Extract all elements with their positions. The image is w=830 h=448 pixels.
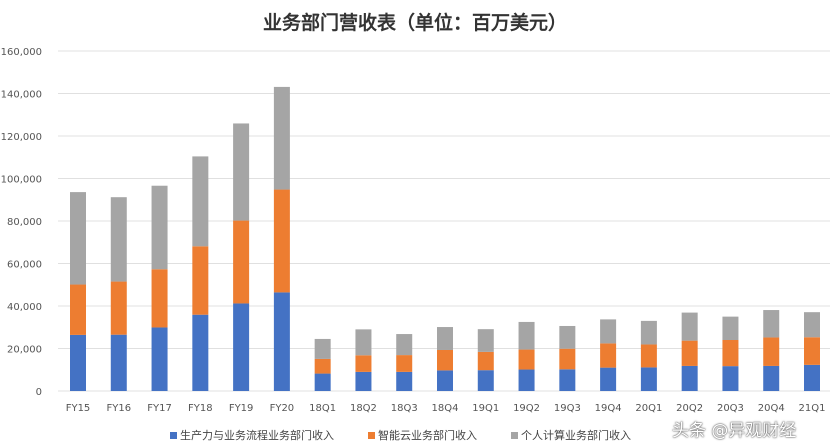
x-tick-label: 20Q2 xyxy=(676,403,703,414)
bar-segment-18Q2-s0 xyxy=(355,371,372,391)
x-tick-label: FY16 xyxy=(106,403,131,414)
bar-segment-18Q3-s2 xyxy=(396,334,413,356)
bar-segment-FY18-s1 xyxy=(192,246,209,315)
bar-segment-FY19-s0 xyxy=(233,303,250,391)
x-tick-label: 20Q1 xyxy=(635,403,662,414)
bar-segment-20Q1-s0 xyxy=(640,367,657,391)
bar-segment-20Q4-s2 xyxy=(763,310,780,338)
x-tick-label: FY17 xyxy=(147,403,172,414)
bar-segment-20Q2-s1 xyxy=(681,340,698,366)
bar-segment-19Q1-s1 xyxy=(477,351,494,371)
x-tick-label: 19Q3 xyxy=(554,403,581,414)
bar-segment-19Q2-s1 xyxy=(518,349,535,370)
bar-segment-FY16-s1 xyxy=(110,281,127,335)
legend-swatch xyxy=(511,431,518,439)
bar-segment-FY18-s2 xyxy=(192,156,209,247)
bar-segment-18Q1-s2 xyxy=(314,338,331,359)
bar-segment-19Q2-s2 xyxy=(518,321,535,350)
bar-segment-FY17-s0 xyxy=(151,327,168,391)
x-tick-label: FY18 xyxy=(188,403,213,414)
legend-label: 个人计算业务部门收入 xyxy=(521,429,631,442)
bar-segment-21Q1-s0 xyxy=(804,364,820,391)
bar-segment-18Q2-s2 xyxy=(355,329,372,356)
bar-segment-FY17-s1 xyxy=(151,269,168,328)
bar-segment-19Q1-s2 xyxy=(477,329,494,352)
y-tick-label: 80,000 xyxy=(7,217,42,228)
x-tick-label: 20Q4 xyxy=(758,403,785,414)
bar-segment-20Q1-s2 xyxy=(640,320,657,345)
bar-segment-20Q3-s0 xyxy=(722,366,739,391)
x-tick-label: 18Q2 xyxy=(350,403,377,414)
y-tick-label: 140,000 xyxy=(1,90,42,101)
bar-segment-FY20-s0 xyxy=(273,292,290,391)
bar-segment-21Q1-s2 xyxy=(804,312,820,338)
bar-segment-FY18-s0 xyxy=(192,314,209,391)
bar-segment-21Q1-s1 xyxy=(804,337,820,365)
bar-segment-18Q3-s0 xyxy=(396,371,413,391)
bar-segment-18Q4-s1 xyxy=(437,349,453,371)
legend-label: 生产力与业务流程业务部门收入 xyxy=(180,429,334,442)
bar-segment-FY15-s0 xyxy=(70,334,86,391)
legend-label: 智能云业务部门收入 xyxy=(378,429,477,442)
bar-segment-FY15-s1 xyxy=(70,284,86,335)
y-tick-label: 120,000 xyxy=(1,132,42,143)
bar-segment-20Q1-s1 xyxy=(640,344,657,368)
bar-segment-FY17-s2 xyxy=(151,185,168,270)
legend: 生产力与业务流程业务部门收入 智能云业务部门收入 个人计算业务部门收入 xyxy=(170,427,631,443)
y-tick-label: 40,000 xyxy=(7,302,42,313)
x-tick-label: 21Q1 xyxy=(799,403,826,414)
x-tick-label: FY19 xyxy=(229,403,254,414)
bar-segment-19Q3-s2 xyxy=(559,325,576,349)
bar-segment-20Q2-s0 xyxy=(681,365,698,391)
bar-segment-FY19-s2 xyxy=(233,123,250,221)
y-tick-label: 0 xyxy=(36,387,42,398)
x-tick-label: 18Q4 xyxy=(432,403,459,414)
watermark: 头条 @异观财经 xyxy=(672,421,797,441)
bar-segment-19Q2-s0 xyxy=(518,369,535,391)
legend-swatch xyxy=(170,431,177,439)
bar-segment-18Q1-s1 xyxy=(314,358,331,374)
bar-segment-18Q2-s1 xyxy=(355,355,372,372)
x-tick-label: 18Q3 xyxy=(391,403,418,414)
bar-segment-18Q4-s0 xyxy=(437,370,453,391)
x-tick-label: 19Q1 xyxy=(472,403,499,414)
bar-segment-19Q4-s1 xyxy=(600,343,617,368)
bar-segment-18Q1-s0 xyxy=(314,373,331,391)
x-tick-label: FY20 xyxy=(270,403,295,414)
x-tick-label: 20Q3 xyxy=(717,403,744,414)
bar-segment-FY16-s0 xyxy=(110,334,127,391)
x-tick-label: 19Q2 xyxy=(513,403,540,414)
bar-segment-19Q4-s2 xyxy=(600,319,617,344)
bar-segment-FY15-s2 xyxy=(70,192,86,285)
bar-segment-FY19-s1 xyxy=(233,220,250,304)
x-tick-label: 18Q1 xyxy=(309,403,336,414)
legend-item: 个人计算业务部门收入 xyxy=(511,427,631,443)
bar-segment-19Q3-s0 xyxy=(559,369,576,391)
x-tick-label: FY15 xyxy=(66,403,91,414)
bar-segment-19Q3-s1 xyxy=(559,348,576,370)
legend-item: 智能云业务部门收入 xyxy=(368,427,477,443)
bar-segment-FY16-s2 xyxy=(110,197,127,282)
bar-segment-20Q3-s2 xyxy=(722,316,739,340)
bar-segment-20Q3-s1 xyxy=(722,340,739,367)
bar-segment-19Q1-s0 xyxy=(477,370,494,391)
legend-swatch xyxy=(368,431,375,439)
y-tick-label: 160,000 xyxy=(1,47,42,58)
y-tick-label: 20,000 xyxy=(7,345,42,356)
y-tick-label: 60,000 xyxy=(7,260,42,271)
y-tick-label: 100,000 xyxy=(1,175,42,186)
bar-segment-20Q4-s0 xyxy=(763,365,780,391)
bar-segment-18Q4-s2 xyxy=(437,327,453,350)
bar-segment-18Q3-s1 xyxy=(396,355,413,372)
chart-title: 业务部门营收表（单位：百万美元） xyxy=(262,12,567,34)
bar-segment-FY20-s2 xyxy=(273,86,290,190)
legend-item: 生产力与业务流程业务部门收入 xyxy=(170,427,334,443)
bar-segment-20Q4-s1 xyxy=(763,337,780,366)
bar-segment-FY20-s1 xyxy=(273,189,290,293)
bar-segment-20Q2-s2 xyxy=(681,312,698,341)
bar-segment-19Q4-s0 xyxy=(600,367,617,391)
x-tick-label: 19Q4 xyxy=(595,403,622,414)
